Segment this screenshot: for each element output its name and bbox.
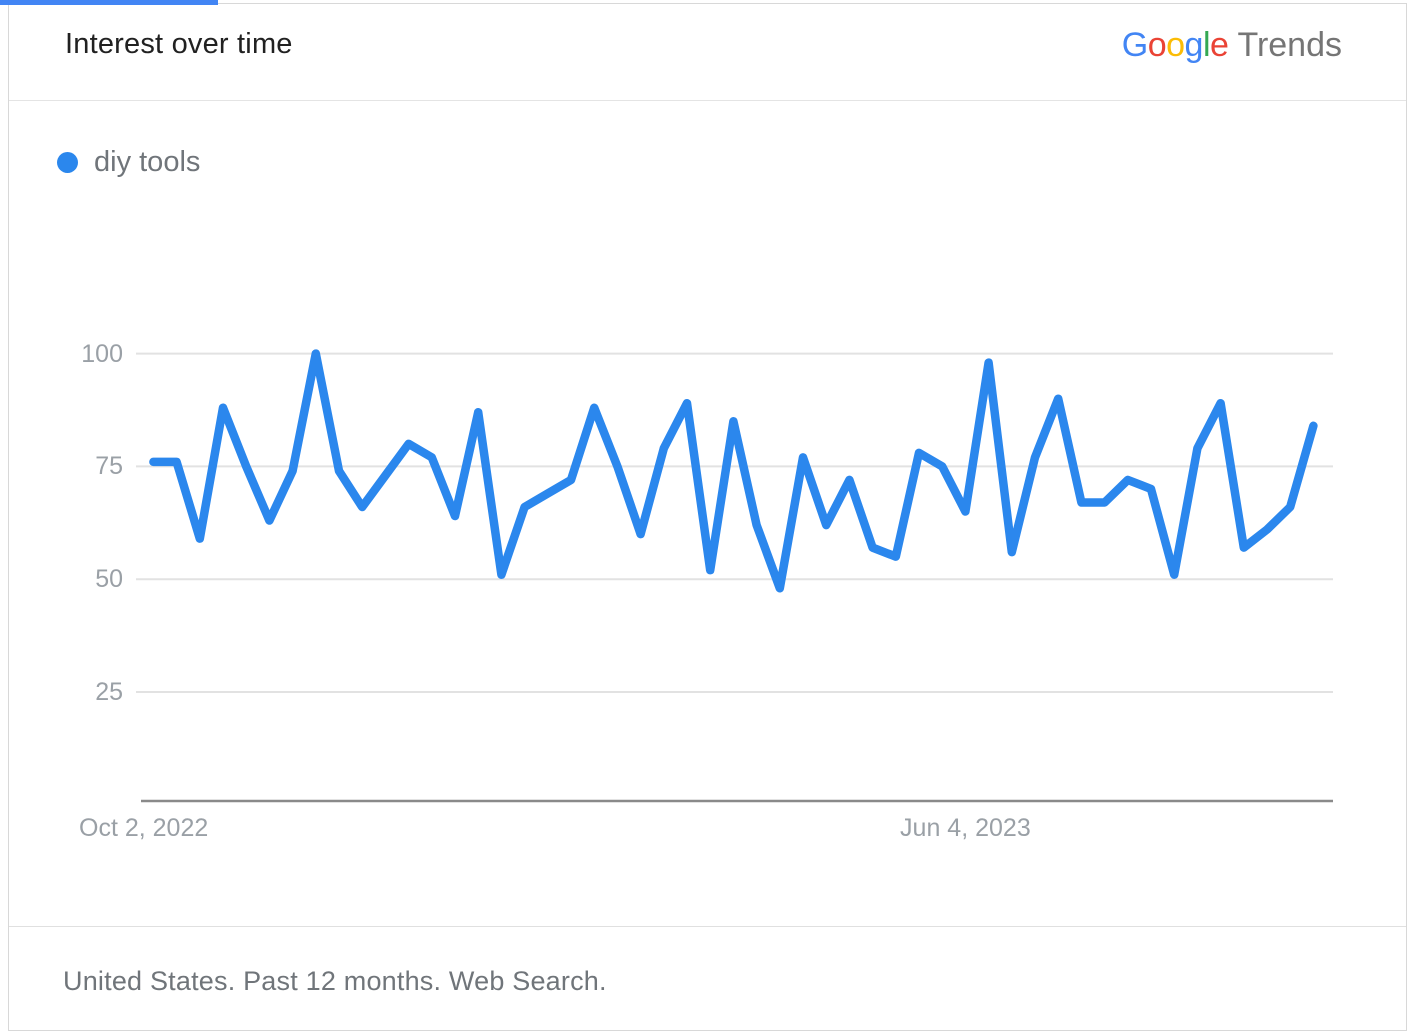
trend-line[interactable] [149, 349, 1318, 593]
y-axis-tick-label: 75 [95, 452, 123, 481]
chart-legend: diy tools [57, 146, 200, 179]
page-title: Interest over time [65, 28, 293, 60]
trends-widget-card: Interest over time Google Trends diy tool… [8, 3, 1407, 1031]
top-progress-bar [0, 0, 218, 5]
footer-divider [9, 926, 1406, 927]
y-axis-tick-label: 100 [81, 339, 123, 368]
y-axis-tick-label: 25 [95, 678, 123, 706]
trends-logo-text: Trends [1237, 26, 1342, 64]
legend-term-label: diy tools [94, 146, 201, 178]
google-logo-text: Google [1122, 26, 1229, 64]
google-logo-letter: e [1210, 26, 1229, 64]
google-trends-logo[interactable]: Google Trends [1122, 26, 1342, 65]
x-axis-tick-label: Jun 4, 2023 [900, 814, 1031, 842]
google-logo-letter: g [1184, 26, 1204, 64]
y-axis-tick-label: 50 [95, 565, 123, 594]
google-logo-letter: o [1166, 26, 1185, 64]
footer-caption: United States. Past 12 months. Web Searc… [63, 966, 607, 996]
interest-over-time-chart[interactable]: 25 50 75 100 Oct 2, 2022 Jun 4, 2023 [9, 4, 1408, 1032]
x-axis-tick-label: Oct 2, 2022 [79, 814, 209, 842]
series-color-dot-icon [57, 152, 78, 173]
google-logo-letter: G [1121, 26, 1148, 64]
header-divider [9, 100, 1406, 101]
google-logo-letter: l [1202, 26, 1211, 64]
google-logo-letter: o [1147, 26, 1167, 64]
